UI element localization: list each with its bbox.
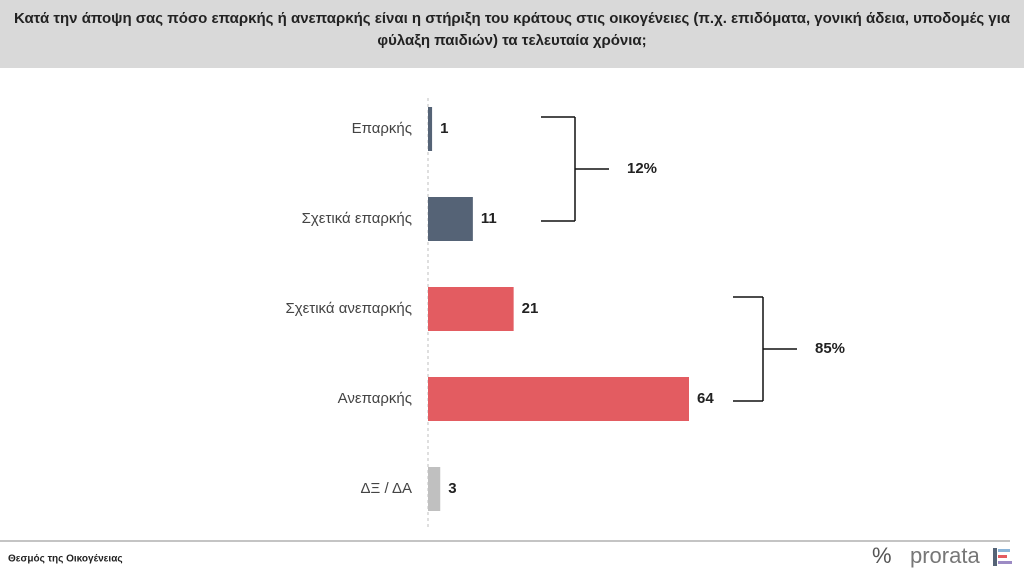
value-label: 64 (697, 390, 714, 407)
category-label: Ανεπαρκής (338, 390, 412, 407)
bar (428, 467, 441, 511)
bar (428, 377, 689, 421)
category-label: Σχετικά ανεπαρκής (285, 300, 412, 317)
logo-mark: % (872, 543, 892, 568)
bar (428, 197, 473, 241)
title-box: Κατά την άποψη σας πόσο επαρκής ή ανεπαρ… (13, 10, 1011, 49)
chart-title: Κατά την άποψη σας πόσο επαρκής ή ανεπαρ… (13, 10, 1011, 49)
logo: prorata (910, 543, 980, 568)
logo-bar (998, 561, 1012, 564)
group-total: 85% (815, 340, 845, 357)
logo-bar (993, 548, 997, 566)
value-label: 21 (522, 300, 539, 317)
logo-icon (993, 548, 1012, 566)
group-total: 12% (627, 160, 657, 177)
logo-bar (998, 549, 1010, 552)
value-label: 11 (481, 210, 497, 227)
header-band (0, 0, 1024, 68)
category-label: ΔΞ / ΔΑ (361, 480, 412, 497)
category-label: Επαρκής (352, 120, 412, 137)
value-label: 3 (448, 480, 456, 497)
source: Θεσμός της Οικογένειας (8, 554, 123, 565)
bar (428, 107, 433, 151)
logo-bar (998, 555, 1007, 558)
category-label: Σχετικά επαρκής (302, 210, 412, 227)
bar (428, 287, 514, 331)
value-label: 1 (440, 120, 448, 137)
